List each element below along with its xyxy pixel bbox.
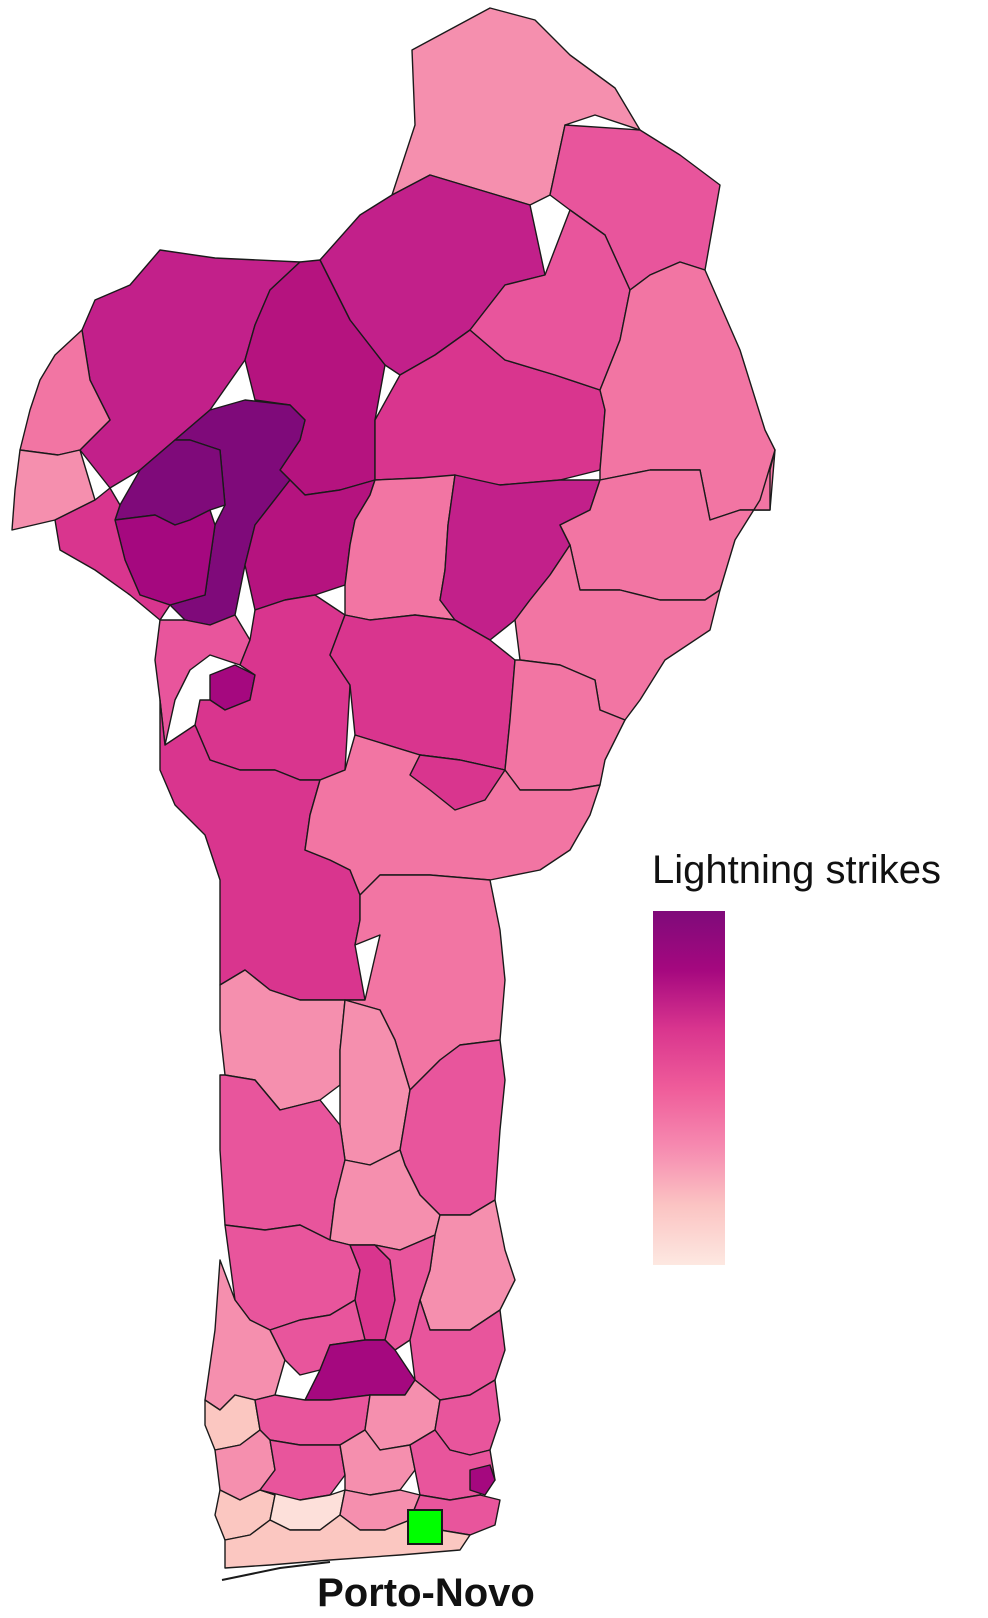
porto-novo-marker[interactable]: [407, 1509, 443, 1545]
legend-title: Lightning strikes: [652, 848, 942, 892]
region-coastal-east-dark[interactable]: [469, 1464, 496, 1496]
region-far-west[interactable]: [19, 329, 111, 456]
legend-gradient-bar: [653, 911, 725, 1265]
city-label-porto-novo: Porto-Novo: [317, 1571, 535, 1615]
region-west-mid[interactable]: [54, 487, 171, 621]
coastline-spit: [221, 1561, 331, 1581]
region-group: [11, 7, 776, 1569]
region-center-notch[interactable]: [409, 754, 506, 811]
region-coastal-mid-e[interactable]: [339, 1429, 416, 1496]
